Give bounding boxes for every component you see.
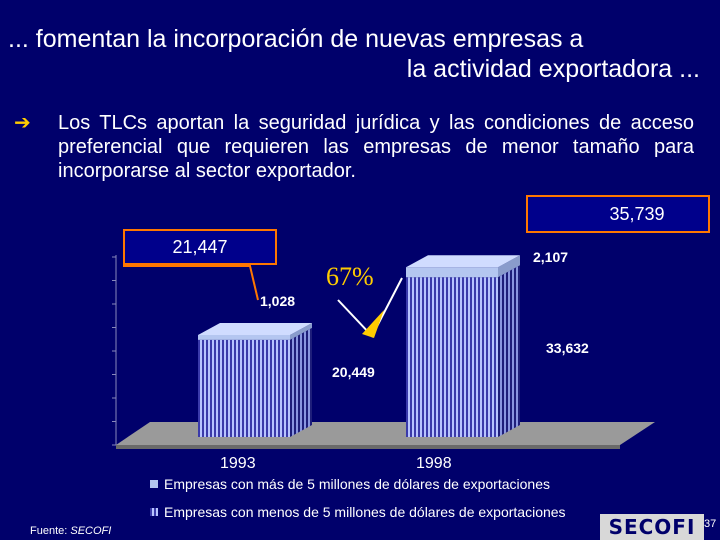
total-label-1998: 35,739 (609, 204, 664, 224)
secofi-logo: SECOFI (600, 514, 704, 540)
chart-floor (116, 422, 655, 445)
source-value: SECOFI (70, 525, 112, 537)
bullet-text: Los TLCs aportan la seguridad jurídica y… (58, 112, 694, 182)
bar-top-1998 (406, 255, 520, 268)
callout-leader-1993 (123, 264, 259, 301)
bar-side-lower-1993 (290, 327, 312, 437)
bar-top-1993 (198, 322, 312, 335)
arrow-bullet-icon: ➔ (14, 112, 31, 134)
title-line-1: ... fomentan la incorporación de nuevas … (8, 25, 584, 53)
bar-segment-lower-1998 (406, 277, 498, 437)
legend-swatch-upper (150, 480, 158, 488)
slide-title: ... fomentan la incorporación de nuevas … (8, 24, 700, 84)
legend-label-upper: Empresas con más de 5 millones de dólare… (164, 476, 550, 492)
data-label-1998-upper: 2,107 (533, 249, 568, 265)
total-callout-1993 (123, 229, 277, 265)
bar-side-lower-1998 (498, 265, 520, 437)
data-label-1993-upper: 1,028 (260, 293, 295, 309)
growth-percentage-label: 67% (326, 262, 374, 291)
total-callout-1998 (526, 195, 710, 233)
bar-segment-upper-1998 (406, 267, 498, 278)
bar-segment-lower-1993 (198, 339, 290, 437)
bar-side-upper-1993 (290, 322, 312, 340)
x-tick-label-1993: 1993 (220, 455, 256, 472)
chart-floor-edge (116, 445, 620, 449)
total-label-1993: 21,447 (172, 237, 227, 257)
growth-arrow-head (362, 310, 384, 338)
bar-segment-upper-1993 (198, 334, 290, 340)
data-label-1993-lower: 20,449 (332, 364, 375, 380)
source-note: Fuente: SECOFI (30, 525, 111, 537)
legend-swatch-lower (150, 508, 158, 516)
x-tick-label-1998: 1998 (416, 455, 452, 472)
bar-side-upper-1998 (498, 255, 520, 278)
legend-label-lower: Empresas con menos de 5 millones de dóla… (164, 504, 566, 520)
title-line-2: la actividad exportadora ... (406, 55, 700, 83)
data-label-1998-lower: 33,632 (546, 340, 589, 356)
page-number: 37 (704, 518, 717, 530)
bullet-point: ➔ Los TLCs aportan la seguridad jurídica… (14, 111, 694, 183)
source-label: Fuente: (30, 525, 68, 537)
